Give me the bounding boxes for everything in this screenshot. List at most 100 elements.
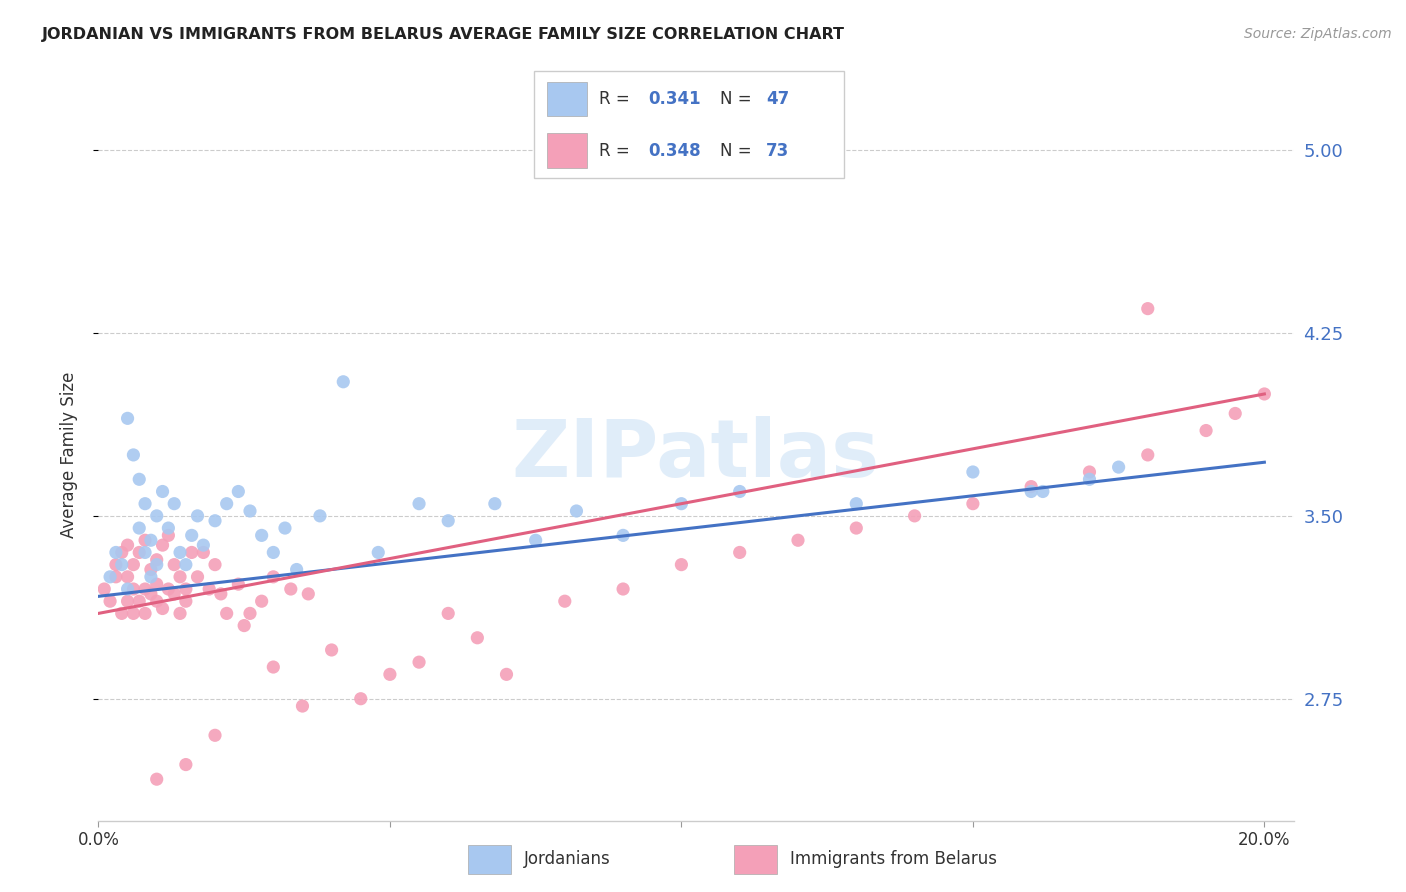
Point bbox=[198, 582, 221, 596]
Point bbox=[169, 570, 191, 584]
Point bbox=[122, 448, 145, 462]
Text: JORDANIAN VS IMMIGRANTS FROM BELARUS AVERAGE FAMILY SIZE CORRELATION CHART: JORDANIAN VS IMMIGRANTS FROM BELARUS AVE… bbox=[42, 27, 845, 42]
Point bbox=[845, 497, 868, 511]
Point bbox=[1019, 484, 1042, 499]
Point bbox=[845, 521, 868, 535]
Point bbox=[1253, 387, 1275, 401]
Point bbox=[128, 472, 150, 486]
Point bbox=[903, 508, 925, 523]
Point bbox=[215, 607, 238, 621]
Point bbox=[378, 667, 401, 681]
Point bbox=[145, 577, 167, 591]
Point bbox=[262, 660, 284, 674]
Point bbox=[262, 545, 284, 559]
Point bbox=[209, 587, 232, 601]
FancyBboxPatch shape bbox=[534, 71, 844, 178]
FancyBboxPatch shape bbox=[547, 134, 586, 168]
Point bbox=[262, 570, 284, 584]
Point bbox=[215, 497, 238, 511]
Point bbox=[186, 508, 208, 523]
Point bbox=[117, 538, 139, 552]
Point bbox=[408, 497, 430, 511]
Point bbox=[1108, 460, 1130, 475]
Point bbox=[157, 521, 180, 535]
Point bbox=[98, 594, 121, 608]
Point bbox=[169, 607, 191, 621]
Point bbox=[117, 411, 139, 425]
Point bbox=[134, 533, 156, 548]
Point bbox=[1078, 472, 1101, 486]
Point bbox=[228, 484, 250, 499]
Point bbox=[565, 504, 588, 518]
Point bbox=[280, 582, 302, 596]
Point bbox=[1019, 480, 1042, 494]
Text: R =: R = bbox=[599, 142, 636, 160]
Point bbox=[787, 533, 810, 548]
Point bbox=[612, 582, 634, 596]
Point bbox=[239, 607, 262, 621]
Point bbox=[250, 594, 273, 608]
Point bbox=[671, 558, 693, 572]
Point bbox=[145, 508, 167, 523]
Point bbox=[139, 570, 162, 584]
Point bbox=[152, 538, 174, 552]
Text: 47: 47 bbox=[766, 90, 790, 108]
Point bbox=[174, 582, 197, 596]
Text: Jordanians: Jordanians bbox=[523, 849, 610, 868]
Point bbox=[180, 528, 202, 542]
Point bbox=[145, 772, 167, 787]
Text: Source: ZipAtlas.com: Source: ZipAtlas.com bbox=[1244, 27, 1392, 41]
Point bbox=[139, 587, 162, 601]
Point bbox=[111, 558, 134, 572]
Point bbox=[495, 667, 517, 681]
Point bbox=[554, 594, 576, 608]
Point bbox=[204, 558, 226, 572]
Point bbox=[180, 545, 202, 559]
Point bbox=[104, 570, 127, 584]
Point bbox=[145, 594, 167, 608]
Text: Immigrants from Belarus: Immigrants from Belarus bbox=[790, 849, 997, 868]
Point bbox=[139, 562, 162, 576]
Point bbox=[117, 570, 139, 584]
Text: 73: 73 bbox=[766, 142, 790, 160]
FancyBboxPatch shape bbox=[547, 82, 586, 116]
Point bbox=[1032, 484, 1054, 499]
Point bbox=[1136, 301, 1159, 316]
Point bbox=[152, 484, 174, 499]
Point bbox=[122, 607, 145, 621]
Point bbox=[157, 582, 180, 596]
Point bbox=[309, 508, 332, 523]
Text: N =: N = bbox=[720, 142, 756, 160]
Point bbox=[122, 582, 145, 596]
Point bbox=[193, 538, 215, 552]
Point bbox=[128, 521, 150, 535]
Point bbox=[134, 607, 156, 621]
Point bbox=[169, 545, 191, 559]
Point bbox=[728, 545, 751, 559]
Point bbox=[163, 558, 186, 572]
Point bbox=[671, 497, 693, 511]
Point bbox=[297, 587, 319, 601]
Point bbox=[1078, 465, 1101, 479]
Text: 0.348: 0.348 bbox=[648, 142, 702, 160]
Point bbox=[145, 558, 167, 572]
Text: 0.341: 0.341 bbox=[648, 90, 702, 108]
Point bbox=[1225, 407, 1247, 421]
Point bbox=[408, 655, 430, 669]
Point bbox=[193, 545, 215, 559]
Point bbox=[122, 558, 145, 572]
Point bbox=[291, 699, 314, 714]
Point bbox=[152, 601, 174, 615]
Point bbox=[612, 528, 634, 542]
Point bbox=[1136, 448, 1159, 462]
Point bbox=[1195, 424, 1218, 438]
Point bbox=[332, 375, 354, 389]
Point bbox=[104, 545, 127, 559]
Point bbox=[111, 545, 134, 559]
Point bbox=[174, 558, 197, 572]
Point bbox=[467, 631, 489, 645]
Point bbox=[285, 562, 308, 576]
Point bbox=[145, 553, 167, 567]
Point bbox=[163, 497, 186, 511]
Y-axis label: Average Family Size: Average Family Size bbox=[59, 372, 77, 538]
